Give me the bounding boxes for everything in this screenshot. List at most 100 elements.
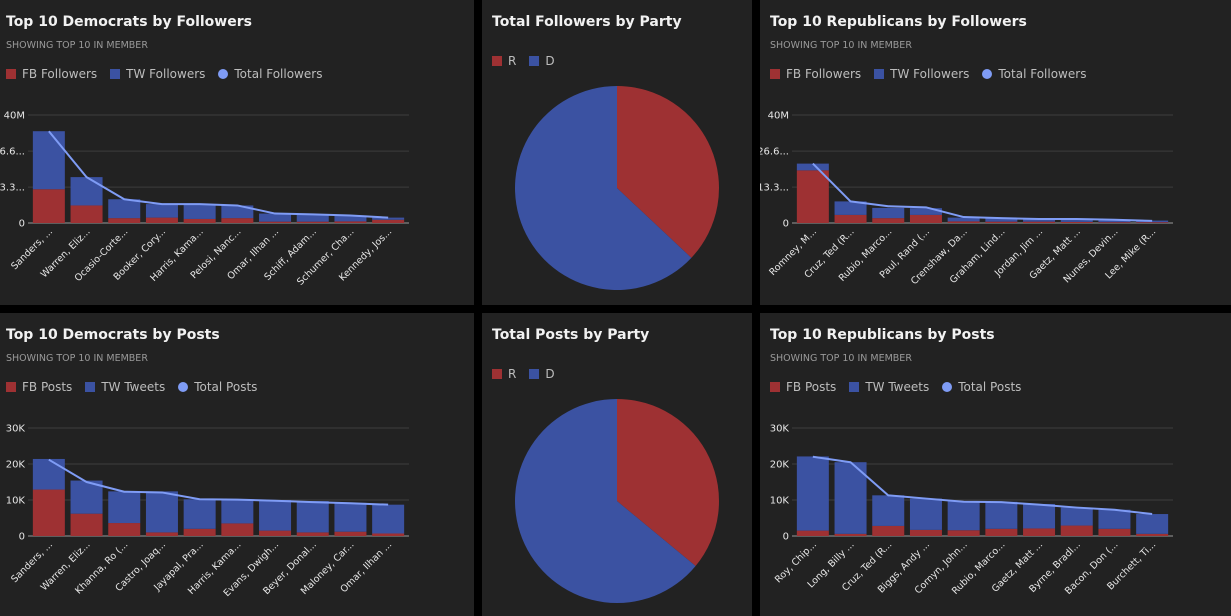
total-line[interactable] — [812, 162, 1153, 222]
legend-item-tw[interactable]: TW Tweets — [85, 380, 165, 394]
bar-tw[interactable] — [947, 501, 980, 531]
legend-item-fb[interactable]: FB Posts — [6, 380, 72, 394]
bar-tw[interactable] — [108, 491, 141, 524]
bar-fb[interactable] — [796, 530, 829, 536]
bar-tw[interactable] — [183, 499, 216, 529]
bar-tw[interactable] — [1060, 507, 1093, 526]
total-line[interactable] — [48, 458, 389, 506]
bar-fb[interactable] — [221, 218, 254, 223]
legend-item-tw[interactable]: TW Followers — [110, 67, 205, 81]
bar-fb[interactable] — [334, 221, 367, 223]
bar-fb[interactable] — [909, 529, 942, 536]
bar-fb[interactable] — [834, 533, 867, 536]
bar-tw[interactable] — [372, 504, 405, 534]
bar-fb[interactable] — [32, 489, 65, 536]
bar-tw[interactable] — [796, 163, 829, 171]
pie-slice-r[interactable] — [617, 86, 719, 258]
pie-slice-d[interactable] — [515, 399, 696, 603]
legend-item-d[interactable]: D — [529, 367, 555, 381]
bar-fb[interactable] — [145, 532, 178, 536]
bar-tw[interactable] — [183, 204, 216, 219]
legend-item-total[interactable]: Total Posts — [178, 380, 257, 394]
total-line[interactable] — [812, 455, 1153, 516]
total-line[interactable] — [48, 130, 389, 219]
bar-tw[interactable] — [1060, 219, 1093, 222]
bar-tw[interactable] — [108, 199, 141, 219]
legend-item-r[interactable]: R — [492, 54, 516, 68]
bar-tw[interactable] — [259, 213, 292, 222]
bar-fb[interactable] — [1098, 528, 1131, 536]
legend-item-tw[interactable]: TW Tweets — [849, 380, 929, 394]
bar-fb[interactable] — [183, 528, 216, 536]
legend-item-tw[interactable]: TW Followers — [874, 67, 969, 81]
bar-fb[interactable] — [796, 170, 829, 223]
bar-fb[interactable] — [296, 532, 329, 536]
bar-tw[interactable] — [909, 498, 942, 530]
bar-tw[interactable] — [834, 462, 867, 534]
bar-tw[interactable] — [947, 217, 980, 222]
legend-item-d[interactable]: D — [529, 54, 555, 68]
bar-fb[interactable] — [145, 217, 178, 223]
bar-fb[interactable] — [221, 523, 254, 536]
legend-item-fb[interactable]: FB Followers — [770, 67, 861, 81]
bar-fb[interactable] — [947, 221, 980, 223]
bar-tw[interactable] — [145, 491, 178, 533]
legend-item-total[interactable]: Total Followers — [982, 67, 1086, 81]
bar-fb[interactable] — [296, 221, 329, 223]
bar-fb[interactable] — [334, 531, 367, 536]
bar-fb[interactable] — [259, 530, 292, 536]
legend-item-total[interactable]: Total Posts — [942, 380, 1021, 394]
pie-slice-d[interactable] — [515, 86, 692, 290]
bar-fb[interactable] — [259, 221, 292, 223]
bar-tw[interactable] — [334, 502, 367, 532]
bar-tw[interactable] — [259, 500, 292, 531]
bar-tw[interactable] — [334, 215, 367, 222]
bar-tw[interactable] — [145, 204, 178, 218]
bar-fb[interactable] — [947, 530, 980, 536]
bar-fb[interactable] — [1060, 525, 1093, 536]
bar-fb[interactable] — [1098, 222, 1131, 223]
bar-fb[interactable] — [70, 205, 103, 223]
bar-fb[interactable] — [909, 214, 942, 223]
bar-fb[interactable] — [1136, 222, 1169, 223]
bar-fb[interactable] — [834, 214, 867, 223]
bar-fb[interactable] — [985, 528, 1018, 536]
bar-fb[interactable] — [372, 533, 405, 536]
bar-fb[interactable] — [1060, 221, 1093, 223]
bar-tw[interactable] — [1098, 509, 1131, 529]
bar-tw[interactable] — [834, 201, 867, 215]
bar-fb[interactable] — [32, 189, 65, 223]
legend-item-total[interactable]: Total Followers — [218, 67, 322, 81]
bar-fb[interactable] — [1136, 533, 1169, 536]
bar-fb[interactable] — [872, 218, 905, 223]
bar-tw[interactable] — [985, 218, 1018, 222]
bar-fb[interactable] — [1023, 221, 1056, 223]
pie-slice-r[interactable] — [617, 399, 719, 567]
bar-fb[interactable] — [70, 513, 103, 536]
bar-fb[interactable] — [108, 218, 141, 223]
bar-tw[interactable] — [296, 214, 329, 222]
bar-tw[interactable] — [909, 208, 942, 215]
bar-tw[interactable] — [221, 205, 254, 219]
bar-tw[interactable] — [296, 501, 329, 533]
legend-item-fb[interactable]: FB Followers — [6, 67, 97, 81]
bar-tw[interactable] — [1023, 503, 1056, 529]
legend-item-fb[interactable]: FB Posts — [770, 380, 836, 394]
bar-tw[interactable] — [1098, 219, 1131, 223]
bar-fb[interactable] — [183, 218, 216, 223]
bar-fb[interactable] — [985, 221, 1018, 223]
bar-tw[interactable] — [70, 177, 103, 206]
bar-tw[interactable] — [1136, 514, 1169, 534]
bar-tw[interactable] — [32, 458, 65, 490]
bar-tw[interactable] — [221, 499, 254, 524]
bar-fb[interactable] — [108, 523, 141, 536]
bar-fb[interactable] — [1023, 528, 1056, 536]
bar-tw[interactable] — [372, 217, 405, 220]
bar-tw[interactable] — [796, 456, 829, 531]
bar-tw[interactable] — [872, 495, 905, 526]
bar-tw[interactable] — [1136, 220, 1169, 223]
legend-item-r[interactable]: R — [492, 367, 516, 381]
bar-tw[interactable] — [70, 480, 103, 514]
bar-tw[interactable] — [1023, 218, 1056, 222]
bar-fb[interactable] — [372, 219, 405, 223]
